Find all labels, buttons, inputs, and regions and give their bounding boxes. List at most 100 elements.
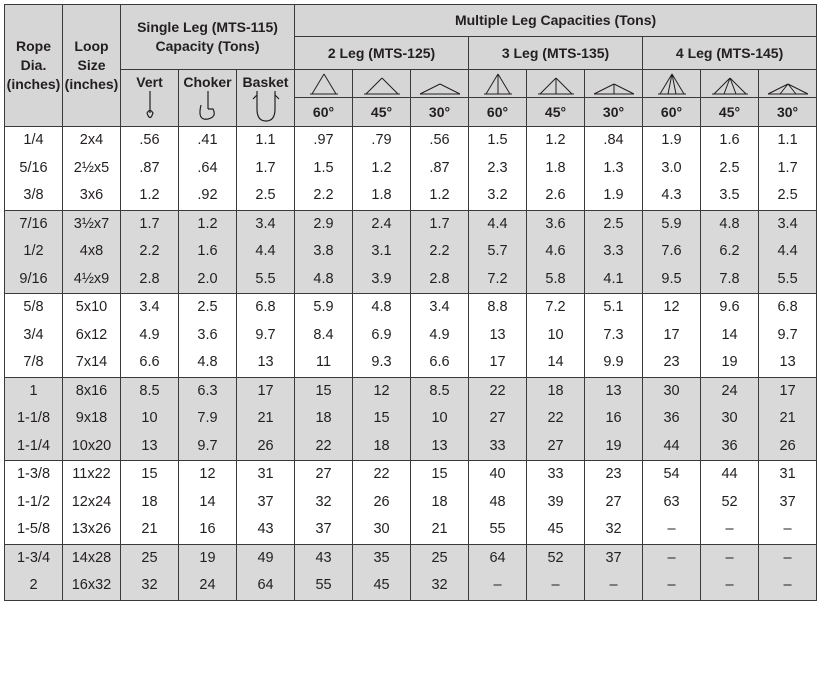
cell-value: 6.9	[371, 326, 392, 343]
cell-value: 13	[257, 354, 274, 370]
cell-value: .56	[139, 132, 160, 148]
table-cell: .41 .64 .92	[178, 126, 237, 211]
cell-value: 24	[721, 382, 738, 399]
cell-value: 2.2	[429, 243, 450, 259]
cell-value: 1-5/8	[16, 521, 51, 537]
cell-value: 5x10	[75, 299, 108, 315]
table-cell: 6.3 7.9 9.7	[178, 376, 237, 461]
cell-value: 37	[779, 493, 796, 510]
cell-value: 6.6	[139, 354, 160, 370]
cell-value: 6.8	[777, 299, 798, 315]
cell-value: 2.5	[777, 187, 798, 203]
cell-value: 3.9	[371, 270, 392, 287]
cell-value: –	[551, 577, 560, 593]
capacity-table: Rope Dia. (inches) Loop Size (inches) Si…	[4, 4, 818, 601]
cell-value: 13	[779, 354, 796, 370]
cell-value: 52	[721, 493, 738, 510]
angle-60: 60°	[642, 97, 702, 127]
cell-value: 27	[489, 410, 506, 426]
table-cell: 2.5 3.3 4.1	[584, 209, 644, 294]
cell-value: 10	[431, 410, 448, 426]
two-leg-header: 2 Leg (MTS-125)	[294, 36, 470, 70]
table-cell: 1-3/8 1-1/2 1-5/8	[4, 460, 63, 545]
multi-leg-header: Multiple Leg Capacities (Tons)	[294, 4, 818, 37]
cell-value: 43	[315, 549, 332, 566]
cell-value: 32	[315, 493, 332, 510]
table-body: 1/4 5/16 3/8 2x4 2½x5 3x6 .56 .87 1.2 .41 .64 .92 1.…	[4, 126, 818, 601]
cell-value: 14x28	[71, 549, 112, 566]
cell-value: 27	[547, 437, 564, 454]
table-cell: 22 26 30	[352, 460, 412, 545]
cell-value: 31	[257, 466, 274, 482]
cell-value: 1-1/4	[16, 437, 51, 454]
cell-value: –	[783, 521, 792, 537]
cell-value: –	[725, 521, 734, 537]
angle-30: 30°	[410, 97, 470, 127]
cell-value: 17	[779, 382, 796, 399]
cell-value: 1.1	[255, 132, 276, 148]
cell-value: 9.7	[777, 326, 798, 343]
cell-value: 6.2	[719, 243, 740, 259]
cell-value: 16	[199, 521, 216, 537]
table-cell: 35 45	[352, 543, 412, 601]
table-cell: 5.9 8.4 11	[294, 293, 354, 378]
cell-value: 1.9	[661, 132, 682, 148]
cell-value: 17	[257, 382, 274, 399]
cell-value: 1.7	[139, 215, 160, 232]
table-cell: 17 21 26	[758, 376, 818, 461]
cell-value: 14	[199, 493, 216, 510]
cell-value: 3/4	[23, 326, 44, 343]
table-cell: 3.6 4.6 5.8	[526, 209, 586, 294]
cell-value: 1.9	[603, 187, 624, 203]
cell-value: 24	[199, 577, 216, 593]
cell-value: 1.2	[545, 132, 566, 148]
cell-value: 31	[779, 466, 796, 482]
cell-value: 3.6	[197, 326, 218, 343]
cell-value: 22	[373, 466, 390, 482]
two-leg-30-icon	[410, 69, 470, 98]
cell-value: 32	[431, 577, 448, 593]
cell-value: 6.8	[255, 299, 276, 315]
cell-value: 1-3/4	[16, 549, 51, 566]
cell-value: 4½x9	[73, 270, 110, 287]
cell-value: 3.8	[313, 243, 334, 259]
cell-value: 4.8	[197, 354, 218, 370]
table-row-group: 5/8 3/4 7/8 5x10 6x12 7x14 3.4 4.9 6.6 2.5 3.6 4.8 6…	[4, 293, 818, 378]
cell-value: 7x14	[75, 354, 108, 370]
two-leg-60-icon	[294, 69, 354, 98]
table-cell: 37 –	[584, 543, 644, 601]
single-leg-header: Single Leg (MTS-115) Capacity (Tons)	[119, 4, 296, 70]
cell-value: 3.4	[139, 299, 160, 315]
cell-value: –	[783, 577, 792, 593]
cell-value: 37	[605, 549, 622, 566]
cell-value: 4.9	[429, 326, 450, 343]
three-leg-60-icon	[468, 69, 528, 98]
table-cell: 8.8 13 17	[468, 293, 528, 378]
cell-value: 2.4	[371, 215, 392, 232]
table-cell: 3.4 4.4 5.5	[758, 209, 818, 294]
cell-value: 2½x5	[73, 159, 110, 176]
cell-value: 11	[315, 354, 332, 370]
cell-value: .97	[313, 132, 334, 148]
cell-value: 18	[547, 382, 564, 399]
cell-value: 5/8	[23, 299, 44, 315]
table-cell: – –	[642, 543, 702, 601]
table-cell: 2.9 3.8 4.8	[294, 209, 354, 294]
cell-value: 7.2	[545, 299, 566, 315]
table-cell: 11x22 12x24 13x26	[62, 460, 121, 545]
cell-value: 13	[431, 437, 448, 454]
table-cell: 40 48 55	[468, 460, 528, 545]
cell-value: 12	[663, 299, 680, 315]
table-cell: 3.4 4.9 6.6	[410, 293, 470, 378]
cell-value: 9.3	[371, 354, 392, 370]
cell-value: 1.2	[429, 187, 450, 203]
cell-value: 13x26	[71, 521, 112, 537]
four-leg-60-icon	[642, 69, 702, 98]
cell-value: 4.8	[719, 215, 740, 232]
angle-60: 60°	[294, 97, 354, 127]
cell-value: .56	[429, 132, 450, 148]
table-row-group: 1-3/4 2 14x28 16x32 25 32 19 24 49 64 43 55 35 45 25 32…	[4, 543, 818, 601]
table-cell: 1.2 1.6 2.0	[178, 209, 237, 294]
table-cell: 31 37 43	[235, 460, 296, 545]
cell-value: 18	[373, 437, 390, 454]
